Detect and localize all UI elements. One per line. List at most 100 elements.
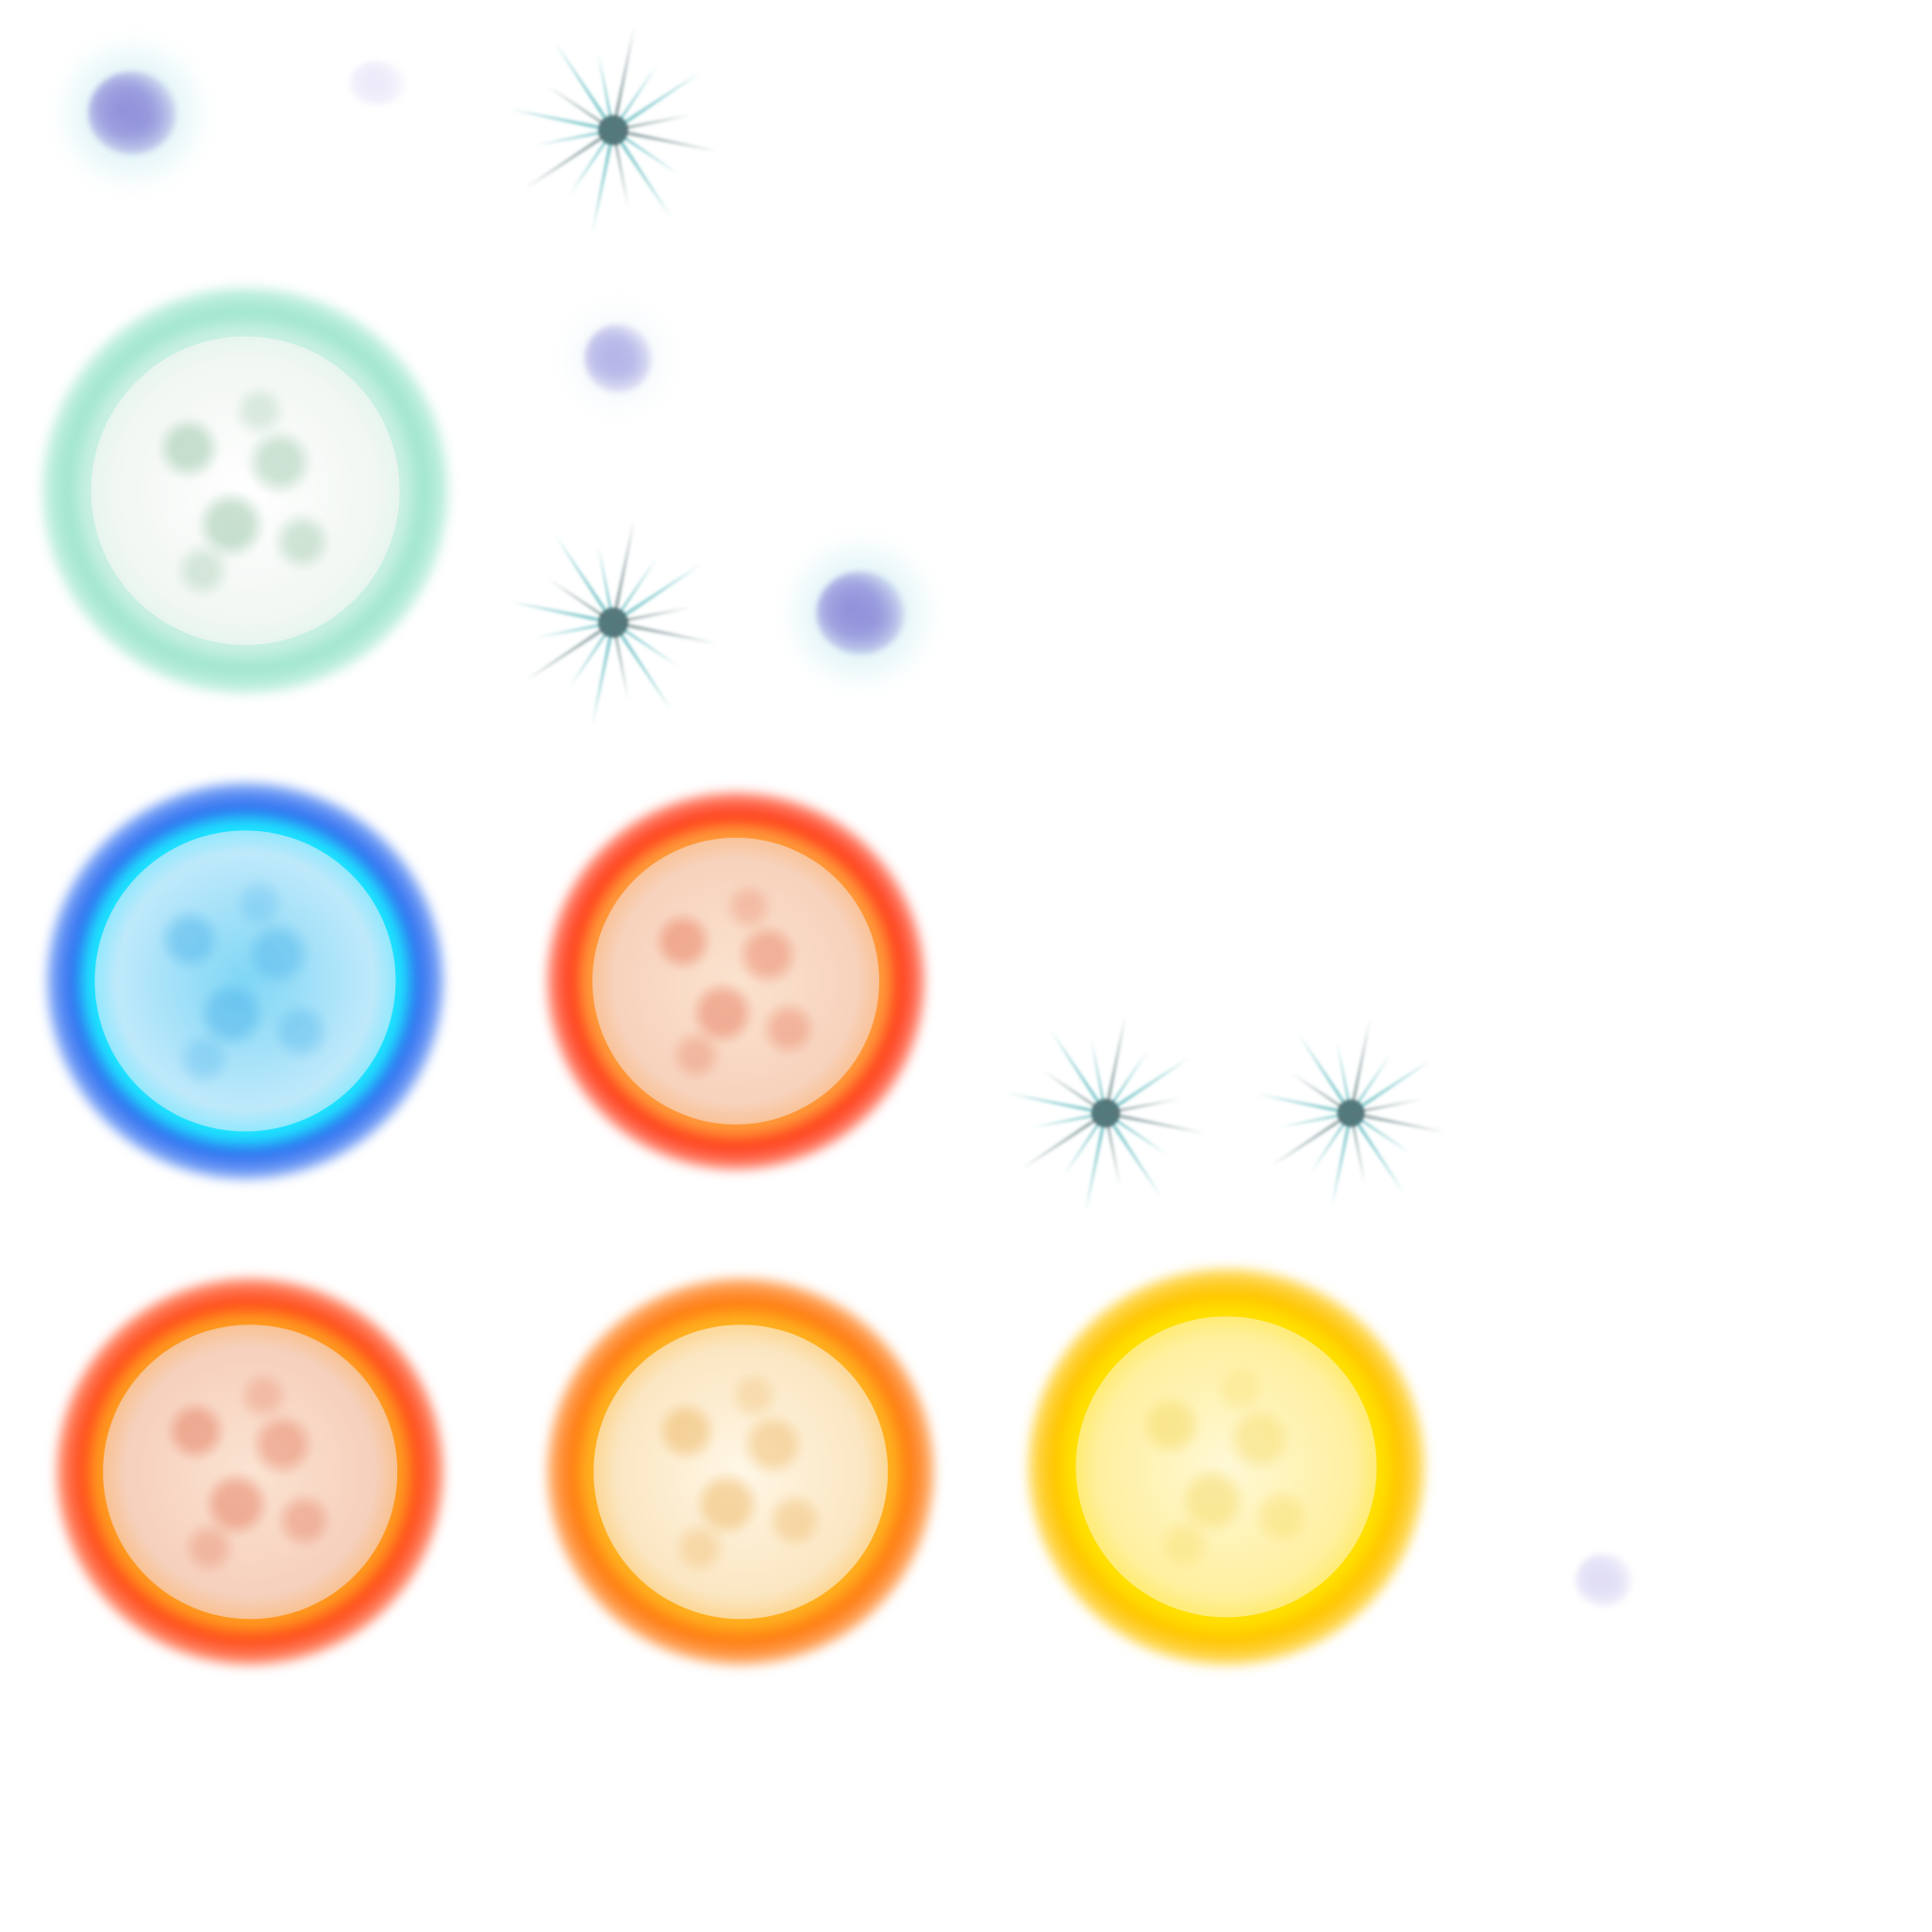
starburst-ray [613,608,691,623]
starburst-ray [1106,1113,1168,1156]
starburst-ray [1298,1033,1351,1113]
starburst-icon [1008,1015,1204,1211]
sun-surface-texture [103,348,388,633]
starburst-core [1337,1099,1365,1127]
starburst-ray [613,73,701,130]
starburst-ray [548,86,613,130]
starburst-ray [1351,1113,1410,1154]
starburst-ray [1106,1098,1179,1113]
starburst-ray [1106,1015,1125,1113]
sun-glow-halo [42,288,448,693]
starburst-ray [1032,1113,1106,1128]
nebula-core [1574,1553,1633,1607]
starburst-ray [613,623,671,710]
red-giant-sun-1 [547,792,924,1170]
starburst-ray [1351,1054,1391,1113]
starburst-ray [613,565,701,623]
starburst-ray [1063,1113,1106,1175]
starburst-ray [1351,1060,1431,1113]
starburst-ray [569,130,613,195]
nebula-small-violet-3 [780,533,941,693]
nebula-core [584,324,652,393]
starburst-ray [613,520,634,623]
starburst-core [597,607,629,639]
starburst-ray [525,623,613,680]
starburst-ray [1351,1113,1365,1184]
starburst-ray [613,115,691,130]
sun-glow-halo [547,792,924,1170]
nebula-glow [557,292,679,425]
starburst-ray [1106,1113,1161,1197]
starburst-ray [1351,1113,1444,1133]
starburst-ray [613,623,716,643]
starburst-ray [1280,1113,1351,1127]
sun-glow-halo [47,783,443,1179]
white-dwarf-sun [42,288,448,693]
sun-surface-texture [107,842,384,1120]
nebula-core [348,60,407,106]
starburst-ray [510,109,613,130]
starburst-ray [536,130,613,145]
nebula-core [88,71,176,156]
starburst-ray [613,130,678,175]
sun-surface-texture [604,849,868,1113]
teal-starburst-1 [505,17,722,243]
starburst-ray [536,623,613,638]
sun-surface-texture [605,1336,876,1607]
starburst-ray [1337,1042,1351,1113]
starburst-ray [1351,1113,1404,1193]
yellow-sun [1028,1269,1424,1665]
teal-starburst-2 [505,509,722,736]
starburst-icon [510,27,716,233]
starburst-ray [556,535,613,623]
sun-disc [94,830,396,1132]
nebula-small-violet-1 [52,33,212,193]
starburst-ray [1022,1113,1106,1169]
nebula-glow [325,41,429,125]
starburst-ray [510,602,613,623]
teal-starburst-3 [1002,1000,1209,1226]
starburst-ray [1106,1113,1121,1187]
sun-disc [592,838,879,1124]
teal-starburst-4 [1252,1009,1450,1217]
starburst-core [597,114,629,146]
sun-disc [103,1324,397,1619]
nebula-faint-violet-2 [1552,1528,1656,1632]
nebula-glow [1552,1528,1656,1632]
starburst-ray [613,623,678,667]
starburst-icon [1257,1020,1444,1207]
starburst-ray [613,130,628,208]
starburst-ray [1351,1099,1422,1113]
starburst-ray [1331,1113,1351,1207]
sun-disc [91,336,400,645]
sun-surface-texture [1088,1328,1365,1606]
starburst-ray [598,53,613,130]
sun-disc [1075,1316,1377,1618]
sun-glow-halo [57,1278,443,1665]
starburst-ray [569,623,613,688]
starburst-ray [592,130,613,233]
starburst-ray [613,558,658,623]
starburst-ray [613,130,716,151]
starburst-ray [598,545,613,623]
starburst-icon [510,520,716,725]
starburst-ray [613,130,671,218]
nebula-core [816,571,905,656]
starburst-ray [1050,1029,1106,1113]
sun-surface-texture [114,1336,386,1607]
starburst-ray [1351,1020,1371,1113]
starburst-ray [1106,1113,1204,1133]
nebula-glow [52,33,212,193]
starburst-ray [548,578,613,623]
orange-sun [547,1278,934,1665]
starburst-core [1091,1098,1121,1128]
starburst-ray [556,42,613,130]
starburst-ray [1257,1093,1351,1113]
starburst-ray [613,623,628,700]
starburst-ray [1310,1113,1351,1173]
nebula-small-violet-2 [557,292,679,425]
sun-disc [593,1324,888,1619]
starburst-ray [1086,1113,1106,1211]
starburst-ray [1291,1073,1351,1113]
